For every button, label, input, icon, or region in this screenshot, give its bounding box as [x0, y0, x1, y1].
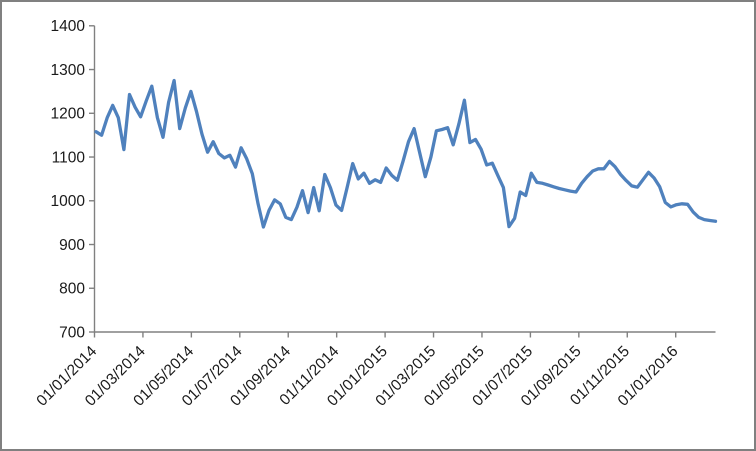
- y-tick-label: 900: [59, 237, 85, 254]
- y-tick-label: 1000: [51, 193, 86, 210]
- y-tick-label: 700: [59, 324, 85, 341]
- x-axis-ticks: [93, 332, 677, 338]
- y-tick-label: 1100: [52, 149, 86, 166]
- y-axis-labels: 1400 1300 1200 1100 1000 900 800 700: [51, 18, 86, 341]
- y-tick-label: 1300: [51, 62, 86, 79]
- y-tick-label: 1400: [51, 18, 86, 35]
- y-tick-label: 1200: [51, 106, 86, 123]
- price-series-line: [94, 78, 718, 229]
- y-tick-label: 800: [59, 281, 85, 298]
- y-axis-ticks: [89, 25, 95, 333]
